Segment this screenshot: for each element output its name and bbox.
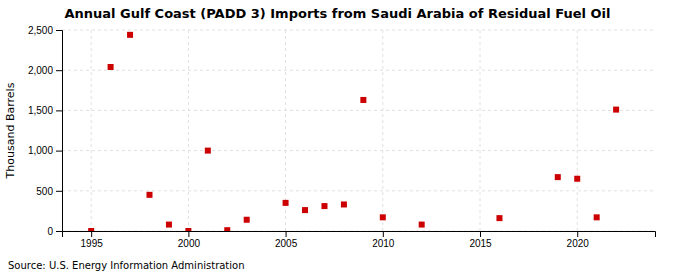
- point: [419, 222, 425, 228]
- x-tick-mark: [188, 231, 189, 237]
- y-tick-mark: [56, 231, 62, 232]
- x-tick-mark: [480, 231, 481, 237]
- x-axis: 1995 2000 2005 2010 2015 2020: [63, 231, 656, 249]
- y-axis: 0 500 1,000 1,500 2,000 2,500: [28, 25, 63, 237]
- grid-line-y: [62, 110, 655, 111]
- point: [574, 176, 580, 182]
- x-tick-label: 2010: [372, 238, 395, 249]
- x-tick-label: 2005: [275, 238, 298, 249]
- x-tick: 2015: [469, 231, 492, 249]
- x-tick: 2010: [372, 231, 395, 249]
- y-tick-mark: [56, 70, 62, 71]
- x-tick-mark: [91, 231, 92, 237]
- x-tick-label: 2020: [567, 238, 590, 249]
- y-tick-mark: [56, 151, 62, 152]
- grid-line-y: [62, 190, 655, 191]
- point: [380, 214, 386, 220]
- grid-line-x: [91, 30, 92, 231]
- point: [185, 228, 191, 231]
- point: [496, 215, 502, 221]
- point: [341, 201, 347, 207]
- point: [108, 64, 114, 70]
- y-tick-mark: [56, 30, 62, 31]
- title: Annual Gulf Coast (PADD 3) Imports from …: [64, 6, 610, 21]
- x-tick: 2000: [178, 231, 201, 249]
- y-tick: 1,000: [28, 145, 62, 156]
- y-tick-label: 0: [47, 226, 53, 237]
- x-tick-label: 1995: [81, 238, 104, 249]
- grid-line-x: [188, 30, 189, 231]
- point: [283, 200, 289, 206]
- point: [224, 227, 230, 231]
- source-note: Source: U.S. Energy Information Administ…: [8, 260, 245, 271]
- x-tick: 2005: [275, 231, 298, 249]
- y-tick-label: 2,000: [28, 65, 53, 76]
- y-tick: 1,500: [28, 105, 62, 116]
- chart-svg: 1995 2000 2005 2010 2015 2020 0 500 1,000 1,500 2,…: [0, 0, 675, 275]
- x-axis-line: [63, 232, 656, 238]
- grid-line-y: [62, 70, 655, 71]
- y-tick: 0: [47, 226, 62, 237]
- grid-line-x: [577, 30, 578, 231]
- y-tick-label: 2,500: [28, 25, 53, 36]
- y-tick-label: 500: [36, 186, 53, 197]
- points: [88, 32, 619, 231]
- point: [244, 217, 250, 223]
- y-tick-label: 1,500: [28, 105, 53, 116]
- point: [127, 32, 133, 38]
- point: [205, 148, 211, 154]
- point: [555, 174, 561, 180]
- y-tick: 2,500: [28, 25, 62, 36]
- point: [360, 97, 366, 103]
- y-axis-label: Thousand Barrels: [4, 82, 17, 179]
- x-tick: 2020: [567, 231, 590, 249]
- x-tick-label: 2015: [469, 238, 492, 249]
- point: [146, 192, 152, 198]
- grid-line-y: [62, 150, 655, 151]
- x-tick-mark: [383, 231, 384, 237]
- grid-line-x: [382, 30, 383, 231]
- x-tick: 1995: [81, 231, 104, 249]
- point: [302, 207, 308, 213]
- point: [321, 203, 327, 209]
- point: [166, 222, 172, 228]
- x-tick-mark: [577, 231, 578, 237]
- grid-line-x: [480, 30, 481, 231]
- point: [594, 214, 600, 220]
- point: [613, 107, 619, 113]
- x-tick-mark: [286, 231, 287, 237]
- plot-area: 1995 2000 2005 2010 2015 2020 0 500 1,000 1,500 2,…: [28, 25, 656, 249]
- y-tick-label: 1,000: [28, 145, 53, 156]
- y-axis-line: [56, 31, 63, 232]
- grid: [62, 30, 655, 231]
- grid-line-y: [62, 30, 655, 31]
- chart-container: 1995 2000 2005 2010 2015 2020 0 500 1,000 1,500 2,…: [0, 0, 675, 275]
- x-tick-label: 2000: [178, 238, 201, 249]
- y-tick-mark: [56, 110, 62, 111]
- y-tick: 2,000: [28, 65, 62, 76]
- y-tick: 500: [36, 186, 62, 197]
- y-tick-mark: [56, 191, 62, 192]
- point: [88, 228, 94, 231]
